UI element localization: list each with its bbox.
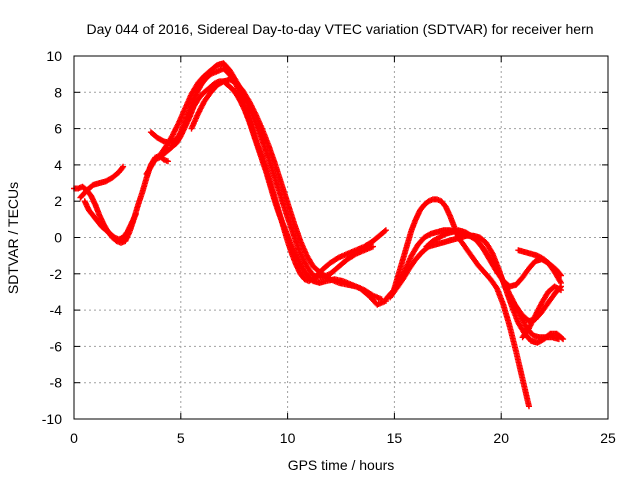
series-track-5 [147, 65, 389, 285]
y-tick-label: 8 [54, 84, 62, 100]
series-track-3 [81, 198, 139, 243]
y-tick-label: -4 [50, 302, 63, 318]
data-point-marker [559, 335, 566, 342]
y-tick-label: 6 [54, 121, 62, 137]
tick-labels: 0 5 10 15 20 25 -10 -8 -6 -4 -2 0 2 4 6 8 10 [42, 48, 616, 446]
y-tick-label: 10 [46, 48, 62, 64]
data-point-marker [560, 336, 567, 343]
y-tick-label: -6 [50, 338, 63, 354]
plot-frame [73, 55, 609, 420]
y-tick-label: -8 [50, 375, 63, 391]
series-track-12 [515, 247, 564, 279]
data-point-marker [558, 272, 564, 279]
data-point-marker [165, 158, 171, 165]
series-track-14 [519, 283, 564, 341]
y-tick-label: 0 [54, 230, 62, 246]
data-point-marker [120, 163, 127, 170]
y-tick-label: -2 [50, 266, 63, 282]
x-tick-label: 10 [280, 430, 296, 446]
x-tick-label: 20 [493, 430, 509, 446]
series-track-7 [188, 76, 385, 303]
x-axis-title: GPS time / hours [288, 457, 395, 473]
y-axis-title: SDTVAR / TECUs [5, 182, 21, 294]
x-tick-label: 5 [177, 430, 185, 446]
ticks [73, 55, 609, 420]
x-tick-label: 0 [70, 430, 78, 446]
data-point-marker [558, 287, 564, 294]
data-point-marker [526, 403, 532, 410]
data-point-marker [132, 210, 139, 217]
x-tick-label: 25 [600, 430, 616, 446]
grid [74, 56, 608, 419]
chart-title: Day 044 of 2016, Sidereal Day-to-day VTE… [86, 21, 593, 37]
series-track-2 [77, 163, 127, 201]
data-point-marker [557, 271, 564, 278]
data-point-marker [370, 243, 376, 250]
y-tick-label: 2 [54, 193, 62, 209]
series-track-10 [391, 196, 532, 410]
data-point-marker [119, 164, 126, 171]
y-tick-label: 4 [54, 157, 62, 173]
data-point-marker [382, 227, 389, 234]
series-group [71, 60, 567, 410]
y-tick-label: -10 [42, 411, 62, 427]
data-point-marker [381, 228, 388, 235]
x-tick-label: 15 [387, 430, 403, 446]
